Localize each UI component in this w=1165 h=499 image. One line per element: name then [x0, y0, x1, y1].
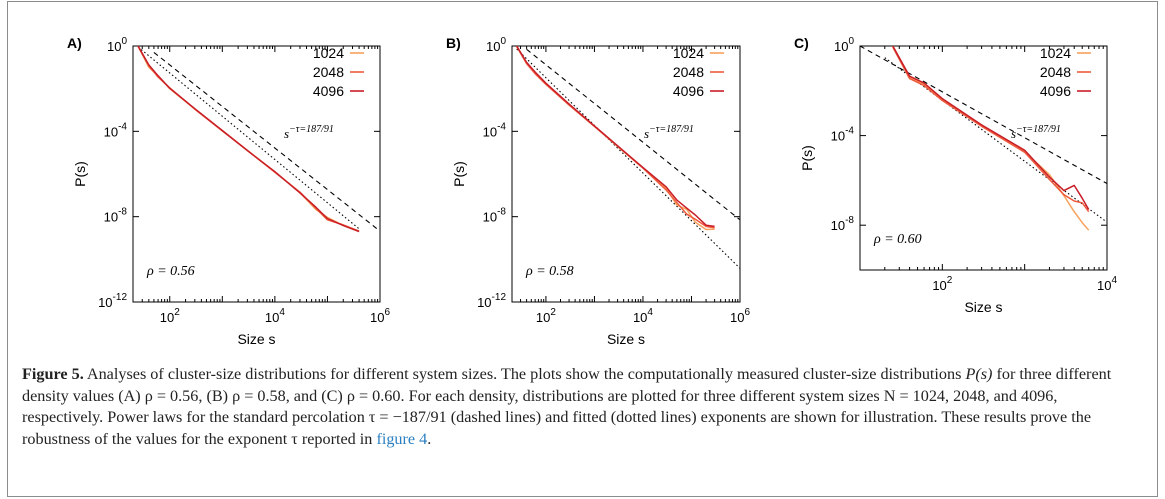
panel-c-y-axis-label: P(s): [799, 145, 815, 171]
panel-a-y-axis-label: P(s): [72, 161, 88, 187]
panel-a-density-annotation: ρ = 0.56: [146, 264, 195, 279]
panel-c-x-tick-label: 102: [932, 275, 952, 293]
panel-a-legend-label-4096: 4096: [313, 83, 344, 99]
panel-b-legend-label-2048: 2048: [673, 64, 704, 80]
panel-c-axes-box: [859, 45, 1108, 271]
caption-text-2: for three different density values (A) ρ…: [22, 365, 1112, 448]
panel-b-power-law-label: s−τ=187/91: [644, 124, 694, 141]
panel-c-y-tick-label: 10-4: [831, 126, 855, 144]
panel-a-power-law-label: s−τ=187/91: [284, 124, 334, 141]
panel-c-legend-label-2048: 2048: [1040, 64, 1071, 80]
panel-c-x-axis-label: Size s: [964, 299, 1002, 315]
panel-c-legend-label-4096: 4096: [1040, 83, 1071, 99]
panel-b-dotted-fit: [516, 48, 740, 269]
panel-b-y-tick-label: 100: [486, 36, 506, 54]
panel-b-label: B): [446, 35, 461, 51]
panel-b-legend-label-4096: 4096: [673, 83, 704, 99]
panel-b-legend-label-1024: 1024: [673, 45, 704, 61]
panel-c-y-tick-label: 10-8: [831, 215, 855, 233]
panel-a-legend-label-2048: 2048: [313, 64, 344, 80]
panel-b-plot-area: [516, 46, 740, 269]
caption-figure-link[interactable]: figure 4: [376, 429, 428, 448]
panel-c-label: C): [794, 35, 809, 51]
panel-c-series-2048: [892, 46, 1090, 213]
panel-c-density-annotation: ρ = 0.60: [873, 232, 922, 247]
panel-b-dashed-power-law: [526, 48, 740, 221]
panel-b-density-annotation: ρ = 0.58: [525, 264, 574, 279]
panel-a-plot-area: [137, 46, 380, 233]
panel-b-axes-box: [511, 45, 741, 303]
figure-panels: 102 104 106 100 10-4 10-8 10-12 Size s P(s) A) ρ =…: [67, 35, 1117, 347]
panel-c-legend-label-1024: 1024: [1040, 45, 1071, 61]
panel-b-x-axis-label: Size s: [607, 331, 645, 347]
panel-a-y-tick-label: 10-8: [104, 207, 128, 225]
panel-c-y-tick-label: 100: [834, 36, 854, 54]
caption-math-ps: P(s): [965, 365, 993, 383]
panel-b-y-axis-label: P(s): [451, 161, 467, 187]
panel-a-y-tick-label: 100: [107, 36, 127, 54]
panel-c-plot-area: [860, 46, 1107, 231]
caption-text-3: .: [427, 429, 432, 448]
panel-a-x-tick-label: 104: [265, 307, 285, 325]
caption-label: Figure 5.: [22, 365, 84, 383]
panel-b-y-tick-label: 10-8: [483, 207, 507, 225]
panel-a-x-tick-label: 102: [160, 307, 180, 325]
panel-b-y-tick-label: 10-12: [477, 292, 506, 310]
panel-c-series-4096: [892, 46, 1090, 210]
panel-b-y-tick-label: 10-4: [483, 121, 507, 139]
panel-b-series-4096: [516, 46, 715, 228]
panel-a-x-tick-label: 106: [370, 307, 390, 325]
figure-frame: [7, 1, 1158, 497]
caption-text-1: Analyses of cluster-size distributions f…: [83, 365, 966, 383]
panel-a-legend-label-1024: 1024: [313, 45, 344, 61]
panel-b-x-tick-label: 106: [730, 307, 750, 325]
panel-c-power-law-label: s−τ=187/91: [1011, 124, 1061, 141]
panel-a-y-tick-label: 10-12: [98, 292, 127, 310]
figure-caption: Figure 5. Analyses of cluster-size distr…: [22, 364, 1142, 450]
panel-a-x-axis-label: Size s: [237, 331, 275, 347]
panel-b-x-tick-label: 104: [633, 307, 653, 325]
panel-a-y-tick-label: 10-4: [104, 121, 128, 139]
panel-c-dashed-power-law: [860, 46, 1107, 185]
panel-a-series-4096: [137, 46, 360, 233]
panel-b-x-tick-label: 102: [536, 307, 556, 325]
panel-a-dashed-power-law: [153, 51, 380, 232]
panel-a-axes-box: [132, 45, 381, 303]
panel-a-label: A): [67, 35, 82, 51]
panel-c-x-tick-label: 104: [1097, 275, 1117, 293]
